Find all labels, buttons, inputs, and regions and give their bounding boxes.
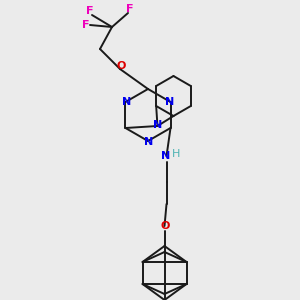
Text: F: F xyxy=(126,4,134,14)
Text: N: N xyxy=(153,120,162,130)
Text: N: N xyxy=(161,151,170,161)
Text: H: H xyxy=(172,149,181,159)
Text: N: N xyxy=(144,137,154,147)
Text: O: O xyxy=(161,221,170,231)
Text: F: F xyxy=(82,20,90,30)
Text: N: N xyxy=(165,97,174,107)
Text: O: O xyxy=(116,61,126,71)
Text: F: F xyxy=(86,6,94,16)
Text: N: N xyxy=(122,97,131,107)
